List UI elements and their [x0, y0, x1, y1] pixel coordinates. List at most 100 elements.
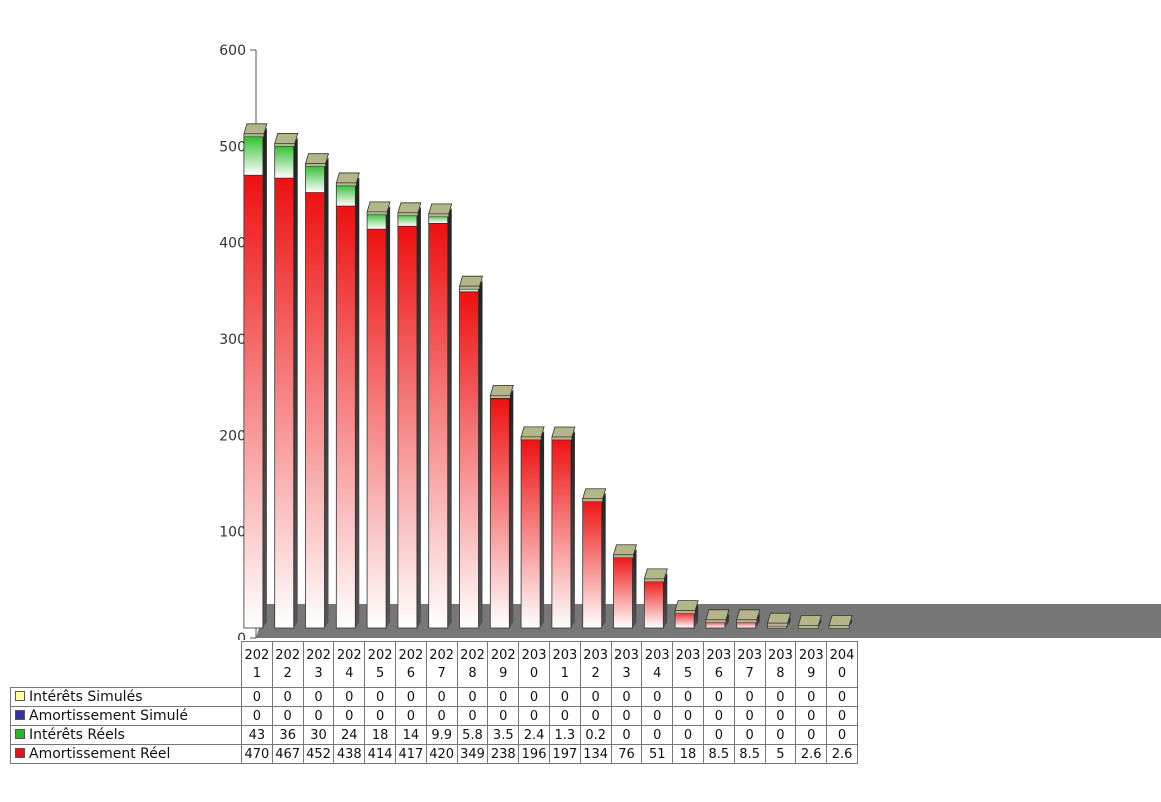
bar-cap-edge [428, 213, 450, 218]
legend-label: Amortissement Réel [29, 745, 171, 762]
bar-side [509, 389, 514, 628]
bar-side [293, 137, 298, 628]
bar-amortissement-reel [274, 177, 295, 629]
bar-cap [551, 426, 576, 438]
bar-interets-reels [305, 163, 325, 193]
legend-swatch [15, 690, 25, 701]
data-label: 0 [302, 687, 335, 707]
data-label: 5 [764, 744, 797, 764]
bar-cap [643, 568, 668, 580]
category-label: 203 5 [672, 641, 704, 688]
bar-cap [582, 488, 607, 500]
data-label: 0 [241, 687, 273, 707]
data-label: 0 [579, 706, 612, 726]
data-table: 202 1 202 2 202 3 202 4 202 5 202 6 202 7 202 8 202 9 203 0… [10, 641, 858, 764]
bar-amortissement-reel [243, 174, 264, 629]
bar-cap-edge [643, 578, 665, 583]
y-tick-label: 200 [219, 428, 246, 444]
bar-side [416, 206, 421, 628]
bar-side [724, 613, 729, 628]
bar-stack [489, 384, 514, 629]
bar-cap-edge [674, 610, 696, 614]
bar-cap [612, 544, 638, 556]
data-label: 196 [518, 744, 550, 764]
bar-cap [489, 384, 514, 396]
bar-cap-edge [797, 625, 819, 629]
bar-cap-edge [489, 395, 511, 399]
category-label: 202 3 [302, 641, 335, 688]
data-label: 0 [795, 706, 828, 726]
bar-cap-edge [274, 143, 296, 147]
legend-label: Amortissement Simulé [29, 707, 188, 724]
category-label: 202 6 [394, 641, 427, 688]
bar-stack [243, 123, 268, 629]
bar-side [355, 176, 360, 628]
bar-side [570, 430, 575, 628]
bar-amortissement-reel [459, 291, 479, 629]
table-row: Amortissement Simulé 0 0 0 0 0 0 0 0 0 0 0 0 0 0 0 0 0 0 0 0 [10, 706, 858, 726]
bar-cap [458, 275, 484, 287]
data-label: 0 [548, 687, 581, 707]
bar-side [601, 492, 606, 628]
bar-cap-edge [828, 625, 850, 629]
bar-side [262, 127, 267, 628]
bar-cap-edge [397, 212, 419, 217]
bar-cap-edge [305, 163, 326, 167]
bar-cap [705, 609, 730, 621]
data-label: 0 [764, 706, 797, 726]
legend-entry: Intérêts Simulés [10, 687, 242, 707]
data-label: 467 [271, 744, 304, 764]
bar-stack [674, 600, 699, 629]
bar-stack [582, 488, 607, 629]
bar-cap-edge [366, 211, 388, 216]
category-label: 203 2 [579, 641, 612, 688]
bar-amortissement-reel [489, 398, 510, 629]
bar-side [540, 430, 545, 628]
category-label: 203 0 [518, 641, 550, 688]
data-label: 0 [610, 725, 643, 745]
bar-stack [428, 203, 453, 629]
data-label: 0 [672, 725, 704, 745]
category-label: 204 0 [826, 641, 858, 688]
bar-stack [736, 609, 761, 629]
bar-interets-reels [243, 133, 264, 176]
data-label: 420 [425, 744, 458, 764]
category-label: 202 9 [487, 641, 520, 688]
y-tick-label: 100 [219, 525, 246, 541]
data-label: 18 [364, 725, 396, 745]
data-label: 0 [364, 687, 396, 707]
data-label: 417 [394, 744, 427, 764]
data-label: 24 [333, 725, 366, 745]
data-label: 438 [333, 744, 366, 764]
category-label: 203 6 [702, 641, 735, 688]
data-label: 0 [302, 706, 335, 726]
data-label: 43 [241, 725, 273, 745]
bar-stack [551, 426, 576, 629]
bar-stack [304, 153, 330, 629]
data-label: 0 [641, 687, 674, 707]
bar-amortissement-reel [613, 554, 633, 629]
data-label: 0 [795, 725, 828, 745]
bar-stack [797, 615, 822, 629]
data-label: 0 [733, 706, 766, 726]
data-label: 470 [241, 744, 273, 764]
data-label: 0 [672, 706, 704, 726]
data-label: 0 [241, 706, 273, 726]
bar-cap-edge [705, 619, 727, 624]
data-label: 0 [826, 706, 858, 726]
bar-stack [335, 172, 360, 629]
bar-side [663, 572, 668, 628]
bar-stack [828, 615, 853, 629]
bar-cap [797, 615, 822, 626]
data-label: 0 [702, 725, 735, 745]
data-label: 0.2 [579, 725, 612, 745]
data-label: 0 [333, 687, 366, 707]
bar-cap [243, 123, 268, 135]
data-label: 18 [672, 744, 704, 764]
data-label: 0 [764, 687, 797, 707]
bar-stack [458, 275, 484, 629]
data-label: 0 [672, 687, 704, 707]
bar-cap [828, 615, 853, 626]
bar-stack [366, 201, 391, 629]
data-label: 238 [487, 744, 520, 764]
